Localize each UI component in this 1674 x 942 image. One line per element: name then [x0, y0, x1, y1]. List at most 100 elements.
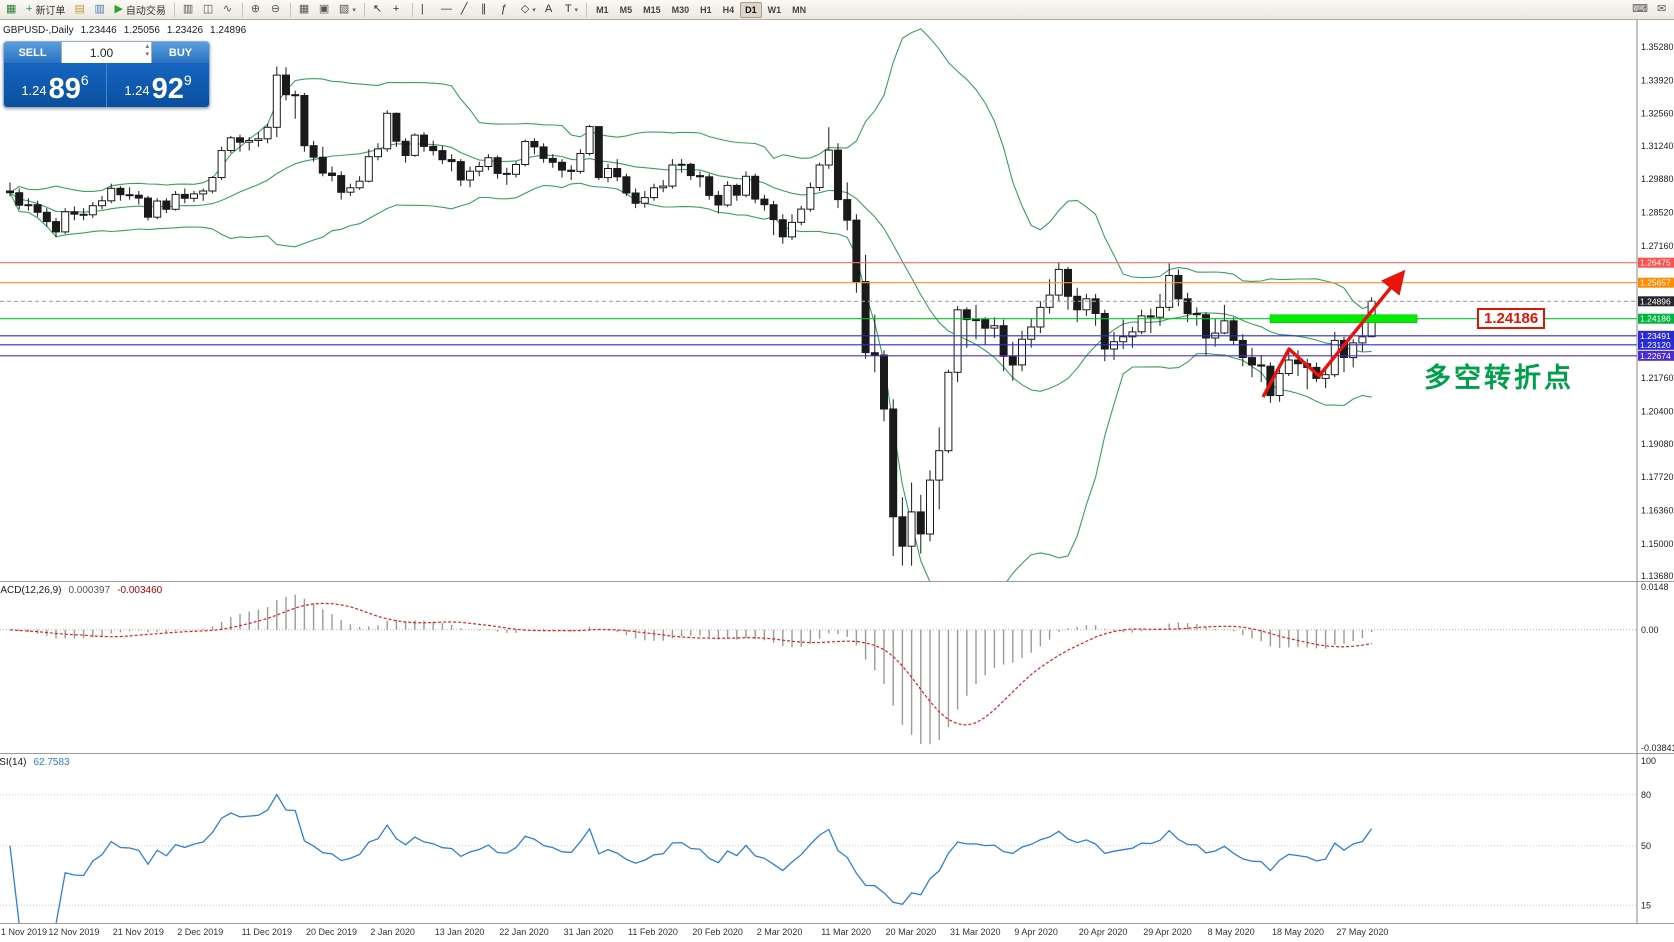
autotrading-button: ▶	[114, 3, 123, 15]
candle	[668, 164, 677, 187]
macd-chart[interactable]: 0.0148 0.00 -0.038415	[0, 582, 1674, 754]
label-icon[interactable]: T ▾	[561, 1, 582, 18]
candle	[548, 157, 557, 163]
autotrading-button-label: 自动交易	[125, 6, 166, 17]
svg-text:1.22674: 1.22674	[1640, 351, 1671, 361]
zoom-out-icon[interactable]: ⊖	[267, 1, 286, 18]
svg-text:1.23491: 1.23491	[1640, 331, 1671, 341]
candle	[1146, 315, 1155, 318]
new-order-button[interactable]: + 新订单	[22, 1, 69, 18]
sell-price-pip: 6	[80, 72, 89, 88]
timeframe-h4-button[interactable]: H4	[722, 4, 735, 15]
trendline-icon[interactable]: ╱	[457, 1, 476, 18]
candle	[1128, 331, 1137, 338]
rsi-chart[interactable]: 100 80 50 15	[0, 754, 1674, 924]
candle	[1073, 295, 1082, 311]
date-axis[interactable]: 1 Nov 2019 12 Nov 2019 21 Nov 2019 2 Dec 20…	[0, 923, 1674, 942]
rsi-line	[9, 793, 1373, 924]
candle	[1027, 326, 1036, 340]
candle	[907, 511, 916, 547]
volume-up-button[interactable]: ▴	[145, 43, 149, 50]
support-highlight-bar[interactable]	[1269, 314, 1418, 323]
buy-price-button[interactable]: 1.24 92 9	[106, 63, 209, 107]
candle	[769, 204, 778, 221]
symbol-header: GBPUSD-,Daily 1.23446 1.25056 1.23426 1.…	[3, 25, 246, 36]
candle	[696, 175, 704, 178]
bar-chart-icon[interactable]: ▥	[179, 1, 198, 18]
timeframe-d1-button[interactable]: D1	[740, 1, 762, 18]
date-label: 31 Jan 2020	[563, 927, 614, 937]
fibonacci-icon[interactable]: ƒ	[497, 1, 516, 18]
line-chart-icon[interactable]: ∿	[219, 1, 238, 18]
volume-down-button[interactable]: ▾	[145, 51, 149, 59]
navigator-icon[interactable]: ▧ ▾	[335, 1, 360, 18]
candle	[392, 112, 401, 142]
date-label: 20 Dec 2019	[306, 927, 358, 937]
macd-signal-value: -0.003460	[117, 585, 163, 596]
toolbar-separator	[241, 2, 243, 17]
shapes-icon[interactable]: ◇ ▾	[517, 1, 540, 18]
buy-price-prefix: 1.24	[124, 83, 150, 98]
candle	[567, 169, 576, 172]
buy-price-big: 92	[151, 73, 184, 106]
crosshair-icon[interactable]: +	[389, 1, 408, 18]
timeframe-w1-button[interactable]: W1	[767, 4, 782, 15]
channel-icon[interactable]: ∥	[477, 1, 496, 18]
sell-price-prefix: 1.24	[21, 83, 47, 98]
volume-field: ▴▾	[61, 42, 152, 63]
cascade-windows-icon[interactable]: ▣	[315, 1, 334, 18]
buy-price-pip: 9	[183, 72, 192, 88]
candlestick-chart-icon[interactable]: ◫	[199, 1, 218, 18]
zoom-in-icon[interactable]: ⊕	[247, 1, 266, 18]
keyboard-icon[interactable]: ⌨	[1632, 3, 1648, 15]
label-icon: T	[564, 3, 572, 15]
candle	[889, 408, 898, 518]
profiles-icon[interactable]: ▥	[90, 1, 109, 18]
candle	[870, 352, 879, 356]
rsi-value: 62.7583	[33, 757, 70, 768]
sell-price-button[interactable]: 1.24 89 6	[4, 63, 106, 107]
tile-windows-icon[interactable]: ▦	[295, 1, 314, 18]
text-icon[interactable]: A	[541, 1, 560, 18]
news-icon[interactable]: ✉	[1657, 3, 1667, 15]
price-scale-label: 1.19080	[1641, 439, 1674, 449]
timeframe-m30-button[interactable]: M30	[671, 4, 690, 15]
candle	[1238, 339, 1247, 358]
price-scale-label: 1.17720	[1641, 472, 1674, 482]
macd-main-value: 0.000397	[68, 585, 111, 596]
symbol-name: GBPUSD-,Daily	[3, 25, 74, 36]
sell-button[interactable]: SELL	[4, 42, 61, 63]
horizontal-line-icon[interactable]: —	[437, 1, 456, 18]
candle	[898, 516, 907, 547]
candle	[1119, 336, 1128, 343]
ohlc-high: 1.25056	[123, 25, 160, 36]
timeframe-m1-button[interactable]: M1	[596, 4, 609, 15]
timeframe-mn-button[interactable]: MN	[792, 4, 807, 15]
timeframe-m5-button[interactable]: M5	[619, 4, 633, 15]
candle	[953, 309, 962, 373]
candle	[788, 221, 796, 238]
autotrading-button[interactable]: ▶ 自动交易	[110, 1, 169, 18]
ohlc-close: 1.24896	[210, 25, 247, 36]
buy-button[interactable]: BUY	[152, 42, 209, 63]
cursor-icon[interactable]: ↖	[369, 1, 388, 18]
horizontal-line-icon: —	[440, 3, 452, 15]
templates-icon: ▤	[74, 3, 85, 15]
trend-arrow[interactable]	[1261, 269, 1406, 398]
candle	[962, 309, 971, 321]
templates-icon[interactable]: ▤	[70, 1, 89, 18]
candle	[1165, 275, 1174, 308]
dropdown-caret-icon: ▾	[574, 6, 579, 14]
macd-histogram	[18, 594, 1373, 745]
candle	[456, 161, 465, 181]
macd-scale-label: -0.038415	[1641, 743, 1674, 753]
timeframe-m15-button[interactable]: M15	[643, 4, 661, 15]
vertical-line-icon[interactable]: |	[417, 1, 436, 18]
volume-input[interactable]	[62, 42, 151, 63]
timeframe-h1-button[interactable]: H1	[700, 4, 712, 15]
candle	[15, 192, 24, 206]
candle	[79, 213, 88, 216]
price-chart[interactable]: 1.35280 1.33920 1.32560 1.31240 1.29880 1.285…	[0, 20, 1674, 581]
app-icon[interactable]: ▦	[2, 1, 21, 18]
candle	[217, 150, 226, 179]
